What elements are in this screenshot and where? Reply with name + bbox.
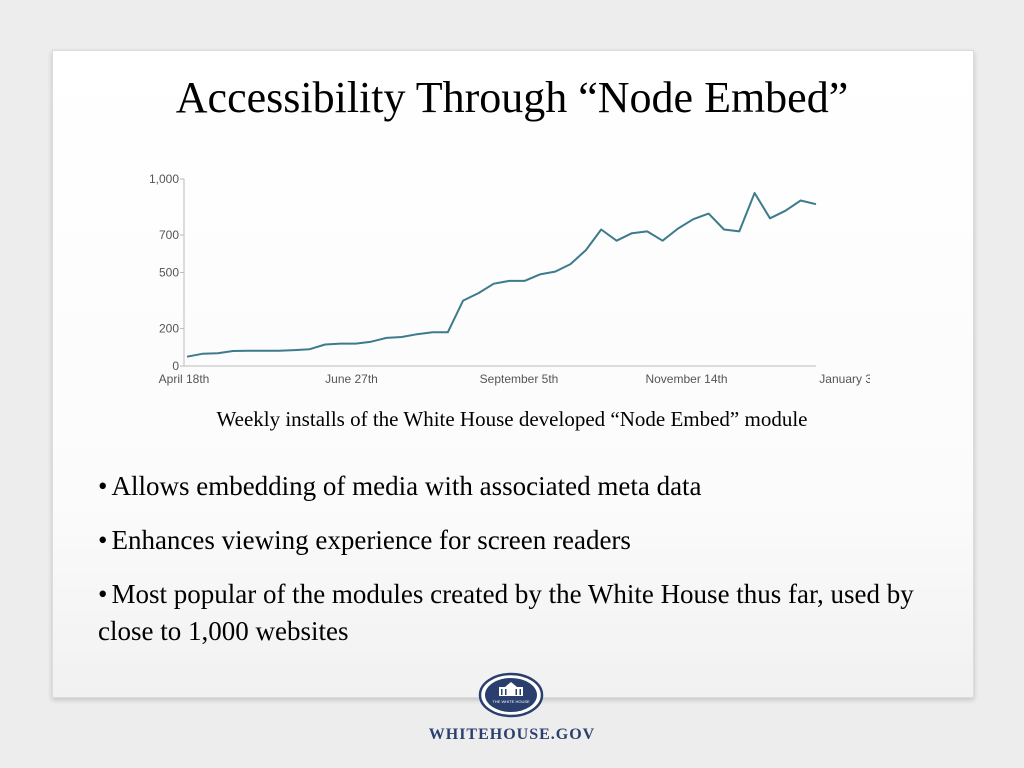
- bullet-dot-icon: •: [98, 471, 108, 501]
- bullet-item: • Enhances viewing experience for screen …: [98, 525, 631, 555]
- white-house-seal-icon: THE WHITE HOUSE: [478, 672, 544, 718]
- weekly-installs-line-chart: 0 200 500 700 1,000 April 18th June 27th Septem…: [149, 172, 870, 386]
- x-tick-label: January 30th: [819, 372, 870, 386]
- y-tick-label: 200: [159, 322, 179, 336]
- whitehouse-brand: WHITEHOUSE.GOV: [428, 726, 596, 743]
- svg-text:THE WHITE HOUSE: THE WHITE HOUSE: [492, 699, 530, 704]
- bullet-list: • Allows embedding of media with associat…: [98, 468, 918, 667]
- y-tick-label: 700: [159, 228, 179, 242]
- y-tick-label: 500: [159, 266, 179, 280]
- bullet-item: • Allows embedding of media with associat…: [98, 471, 702, 501]
- bullet-dot-icon: •: [98, 525, 108, 555]
- slide-title: Accessibility Through “Node Embed”: [175, 73, 849, 122]
- x-tick-label: September 5th: [480, 372, 559, 386]
- x-tick-label: June 27th: [325, 372, 378, 386]
- weekly-installs-series-line: [186, 192, 817, 358]
- y-tick-label: 1,000: [149, 172, 179, 186]
- y-tick-label: 0: [172, 359, 179, 373]
- x-tick-label: April 18th: [159, 372, 210, 386]
- slide-panel: [52, 50, 974, 698]
- chart-caption: Weekly installs of the White House devel…: [216, 407, 808, 431]
- bullet-dot-icon: •: [98, 579, 108, 609]
- x-tick-label: November 14th: [645, 372, 727, 386]
- bullet-item: • Most popular of the modules created by …: [98, 579, 914, 646]
